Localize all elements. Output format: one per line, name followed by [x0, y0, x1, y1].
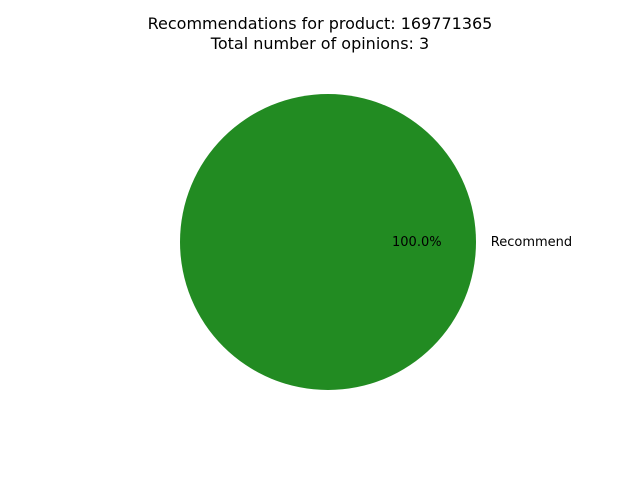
pie-area: Recommend 100.0% [180, 94, 572, 390]
pie-slice-percent-label: 100.0% [392, 235, 442, 250]
pie-slice-label: Recommend [491, 235, 572, 250]
pie-slice-recommend [180, 94, 476, 390]
chart-subtitle: Total number of opinions: 3 [210, 34, 429, 53]
chart-title: Recommendations for product: 169771365 [148, 14, 493, 33]
